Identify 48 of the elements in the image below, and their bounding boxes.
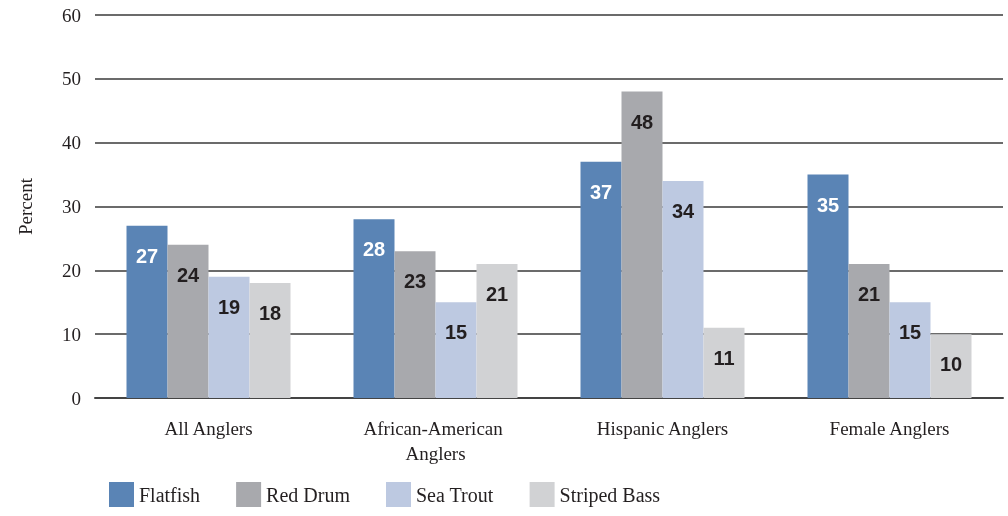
data-label: 23 [403, 270, 427, 293]
legend-label: Sea Trout [415, 483, 494, 506]
data-label: 37 [589, 180, 613, 203]
data-label: 28 [362, 238, 386, 261]
y-tick-label: 40 [62, 132, 81, 154]
y-tick-label: 50 [62, 68, 81, 90]
bar [353, 219, 395, 398]
bar [435, 302, 477, 398]
bar [662, 180, 704, 398]
data-label: 21 [857, 282, 881, 305]
bar [807, 174, 849, 398]
bar [126, 225, 168, 398]
bar [930, 334, 972, 398]
data-label: 27 [135, 244, 159, 267]
x-tick-label: African-American Anglers [363, 418, 508, 464]
data-label: 15 [444, 321, 468, 344]
y-tick-label: 20 [62, 259, 81, 281]
data-label: 11 [713, 346, 735, 369]
legend-label: Striped Bass [559, 483, 661, 507]
x-tick-label: Female Anglers [829, 418, 950, 439]
y-axis-title: Percent [15, 177, 36, 235]
bar [580, 161, 622, 398]
data-label: 18 [258, 302, 282, 325]
y-tick-label: 10 [62, 323, 81, 345]
data-label: 10 [939, 353, 963, 376]
data-label: 48 [630, 110, 654, 133]
legend-label: Flatfish [139, 483, 201, 506]
data-label: 15 [898, 321, 922, 344]
bar [208, 276, 250, 398]
bar [476, 263, 518, 398]
data-label: 21 [485, 282, 509, 305]
x-tick-label: Hispanic Anglers [596, 418, 729, 439]
bar [394, 251, 436, 398]
bar [848, 263, 890, 398]
bar [167, 244, 209, 398]
data-label: 19 [217, 295, 241, 318]
data-label: 35 [816, 193, 840, 216]
y-tick-label: 30 [62, 196, 81, 217]
x-tick-label: All Anglers [164, 418, 253, 439]
bar [249, 283, 291, 398]
data-label: 34 [671, 199, 695, 222]
bar [703, 327, 745, 398]
y-tick-label: 0 [71, 387, 81, 409]
y-tick-label: 60 [62, 4, 81, 26]
bar [889, 302, 931, 398]
data-label: 24 [176, 263, 200, 286]
legend-label: Red Drum [266, 483, 351, 506]
bar [621, 91, 663, 398]
